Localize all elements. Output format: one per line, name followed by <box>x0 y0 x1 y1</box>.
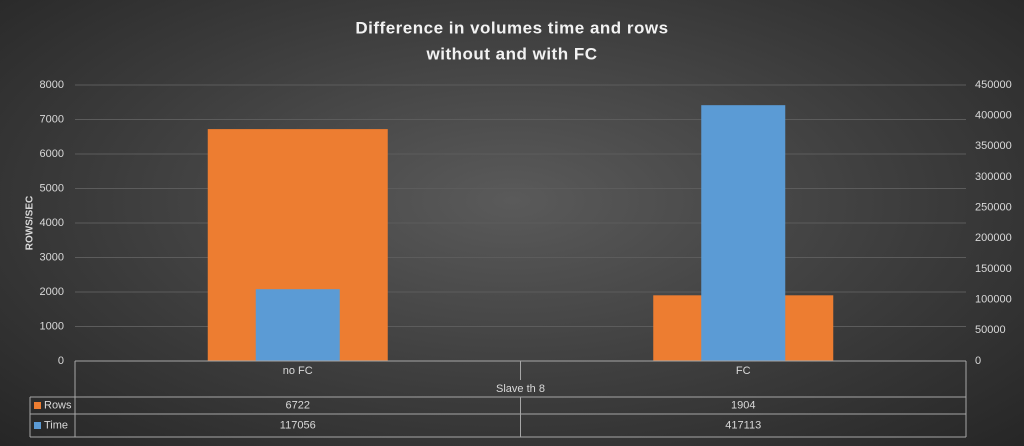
y-axis-label: ROWS/SEC <box>25 196 36 250</box>
y2-tick-label: 300000 <box>975 171 1012 183</box>
bar <box>255 289 340 361</box>
table-cell: 1904 <box>731 399 755 411</box>
legend-label: Rows <box>44 399 72 411</box>
y2-tick-label: 350000 <box>975 140 1012 152</box>
legend-key <box>34 402 41 409</box>
table-cell: 417113 <box>725 419 761 431</box>
chart-title: without and with FC <box>426 44 598 63</box>
y2-tick-label: 0 <box>975 355 981 367</box>
chart-title: Difference in volumes time and rows <box>355 18 668 37</box>
table-cell: 117056 <box>280 419 316 431</box>
y2-tick-label: 450000 <box>975 79 1012 91</box>
y-tick-label: 2000 <box>40 286 64 298</box>
y2-tick-label: 100000 <box>975 294 1012 306</box>
y-tick-label: 3000 <box>40 251 64 263</box>
y-tick-label: 4000 <box>40 217 64 229</box>
x-tick-label: FC <box>736 365 751 377</box>
bar <box>701 105 786 362</box>
y-tick-label: 6000 <box>40 148 64 160</box>
y-tick-label: 1000 <box>40 320 64 332</box>
legend-key <box>34 422 41 429</box>
y-tick-label: 5000 <box>40 182 64 194</box>
y2-tick-label: 200000 <box>975 232 1012 244</box>
y2-tick-label: 50000 <box>975 324 1006 336</box>
y2-tick-label: 400000 <box>975 110 1012 122</box>
y2-tick-label: 250000 <box>975 202 1012 214</box>
group-label: Slave th 8 <box>496 383 545 395</box>
x-tick-label: no FC <box>283 365 313 377</box>
legend-label: Time <box>44 419 68 431</box>
y-tick-label: 8000 <box>40 79 64 91</box>
table-cell: 6722 <box>286 399 310 411</box>
y-tick-label: 7000 <box>40 113 64 125</box>
y-tick-label: 0 <box>58 355 64 367</box>
y2-tick-label: 150000 <box>975 263 1012 275</box>
